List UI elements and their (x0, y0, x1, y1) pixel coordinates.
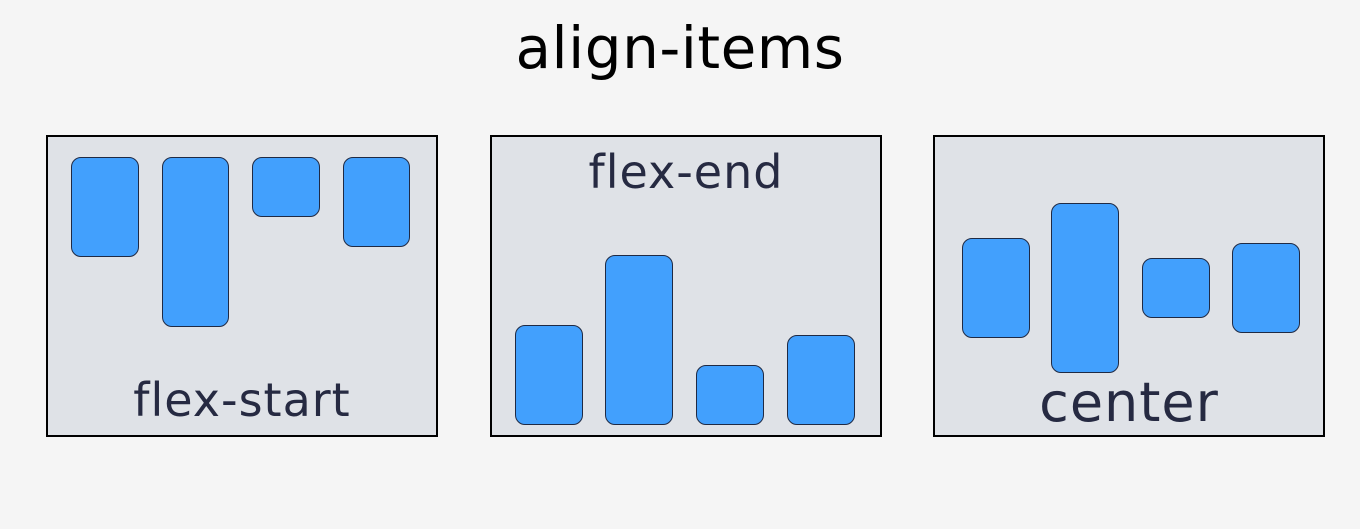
flex-item-3 (696, 365, 764, 425)
flex-item-1 (71, 157, 139, 257)
flex-item-2 (162, 157, 229, 327)
flex-item-2 (1051, 203, 1119, 373)
flex-item-1 (515, 325, 583, 425)
diagram-title: align-items (515, 14, 845, 82)
flex-item-2 (605, 255, 673, 425)
panel-center: center (933, 135, 1325, 437)
flex-item-4 (1232, 243, 1300, 333)
panel-flex-start: flex-start (46, 135, 438, 437)
panel-label: flex-start (133, 373, 351, 427)
flex-item-4 (343, 157, 410, 247)
flex-item-3 (1142, 258, 1210, 318)
flex-item-4 (787, 335, 855, 425)
panel-label: center (1039, 371, 1219, 434)
flex-item-1 (962, 238, 1030, 338)
flex-item-3 (252, 157, 320, 217)
panel-flex-end: flex-end (490, 135, 882, 437)
panel-label: flex-end (588, 145, 784, 199)
